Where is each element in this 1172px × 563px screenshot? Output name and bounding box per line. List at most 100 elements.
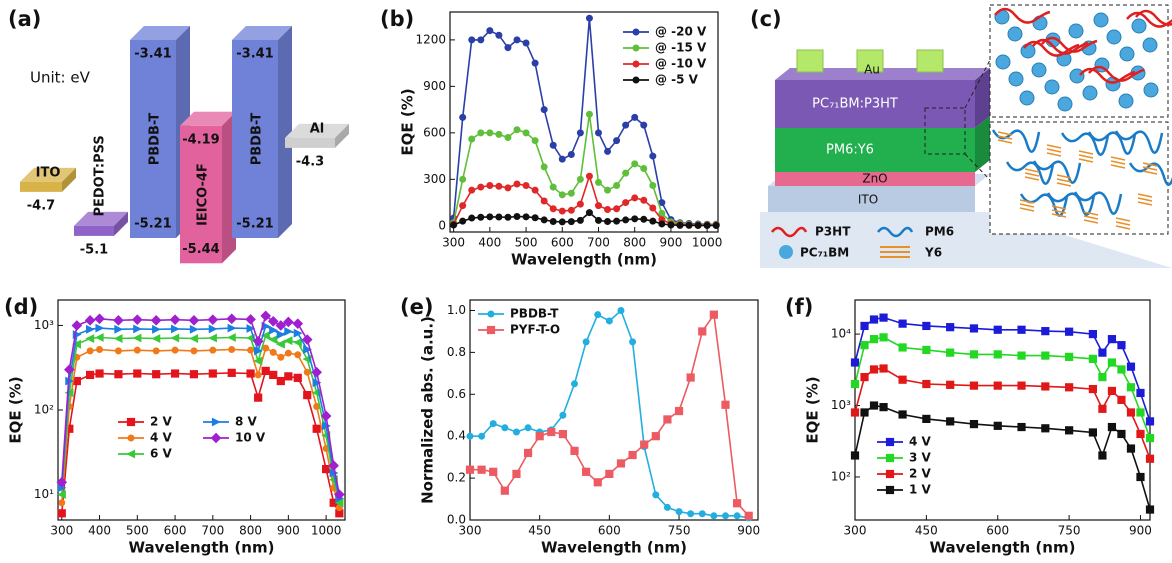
data-point (1145, 417, 1155, 426)
data-point (477, 465, 486, 474)
data-point (869, 335, 879, 344)
data-point (56, 476, 68, 488)
x-tick-label: 400 (478, 236, 501, 250)
panel-label: (e) (400, 295, 433, 319)
legend-label: @ -20 V (655, 25, 707, 39)
data-point (522, 39, 530, 47)
x-tick-label: 300 (50, 524, 73, 538)
data-point (622, 216, 630, 224)
data-point (189, 324, 199, 334)
data-point (252, 335, 264, 347)
pm6-chain (1114, 130, 1164, 154)
data-point (303, 391, 312, 400)
level-side-shade (278, 26, 292, 238)
y-tick-label: 10³ (831, 398, 851, 412)
data-point (547, 427, 556, 437)
data-point (993, 381, 1002, 390)
pcbm-sphere (1131, 18, 1147, 34)
data-point (667, 221, 675, 229)
data-point (605, 317, 613, 325)
data-point (585, 110, 593, 118)
data-point (703, 221, 711, 229)
series-line (61, 369, 341, 514)
y6-stack (1056, 174, 1072, 179)
data-point (522, 213, 530, 221)
data-point (567, 151, 575, 159)
data-point (64, 364, 75, 375)
data-point (283, 316, 294, 328)
data-point (879, 313, 888, 322)
data-point (269, 325, 278, 335)
data-point (1088, 384, 1098, 394)
level-side-shade (335, 123, 349, 148)
layer-label: Au (864, 63, 880, 77)
legend-label: PYF-T-O (510, 323, 560, 337)
data-point (946, 348, 955, 357)
data-point (267, 315, 279, 327)
data-point (1107, 335, 1117, 344)
y-axis-title: EQE (%) (804, 376, 822, 443)
data-point (477, 183, 485, 191)
data-point (495, 130, 503, 138)
data-point (558, 429, 568, 439)
data-point (151, 334, 161, 343)
data-point (604, 147, 612, 155)
data-point (459, 113, 467, 121)
data-point (585, 209, 593, 217)
data-point (513, 36, 521, 44)
data-point (686, 373, 695, 382)
data-point (254, 393, 263, 402)
data-point (1107, 422, 1117, 432)
data-point (879, 333, 888, 342)
x-axis-title: Wavelength (nm) (930, 539, 1076, 557)
level-side (114, 211, 128, 236)
data-point (593, 478, 602, 487)
data-point (632, 28, 640, 36)
data-point (260, 310, 272, 322)
data-point (613, 137, 621, 145)
data-point (275, 320, 287, 331)
level-top (285, 123, 349, 138)
data-point (84, 315, 96, 326)
data-point (658, 220, 666, 228)
data-point (501, 424, 509, 432)
data-point (276, 376, 285, 386)
data-point (850, 451, 860, 460)
data-point (85, 370, 95, 380)
y-tick-label: 10² (34, 403, 54, 417)
data-point (208, 369, 217, 378)
pm6-chain (1060, 132, 1110, 156)
data-point (885, 469, 895, 479)
data-point (96, 345, 104, 353)
x-tick-label: 1000 (311, 524, 342, 538)
x-axis-title: Wavelength (nm) (129, 539, 275, 557)
data-point (57, 509, 66, 518)
level-side (62, 167, 76, 192)
data-point (277, 353, 285, 361)
data-point (486, 129, 494, 137)
data-point (649, 152, 657, 160)
legend-icon (771, 226, 808, 238)
data-point (152, 370, 161, 379)
substrate-shadow (760, 212, 1172, 268)
level-top (232, 26, 292, 40)
data-point (576, 200, 584, 208)
y-tick-label: 10³ (34, 318, 54, 332)
data-point (478, 432, 486, 440)
data-point (898, 319, 907, 328)
x-tick-label: 700 (587, 236, 610, 250)
y-tick-label: 0 (438, 218, 446, 232)
data-point (594, 129, 602, 137)
level-top (20, 167, 76, 182)
data-point (687, 510, 695, 518)
data-point (334, 498, 344, 508)
data-point (188, 315, 200, 326)
x-tick-label: 600 (598, 524, 621, 538)
data-point (57, 490, 66, 499)
data-point (1065, 352, 1074, 361)
data-point (622, 121, 630, 129)
level-front (130, 40, 176, 238)
data-point (576, 129, 584, 137)
legend-label: PBDB-T (510, 307, 559, 321)
data-point (1065, 383, 1074, 392)
